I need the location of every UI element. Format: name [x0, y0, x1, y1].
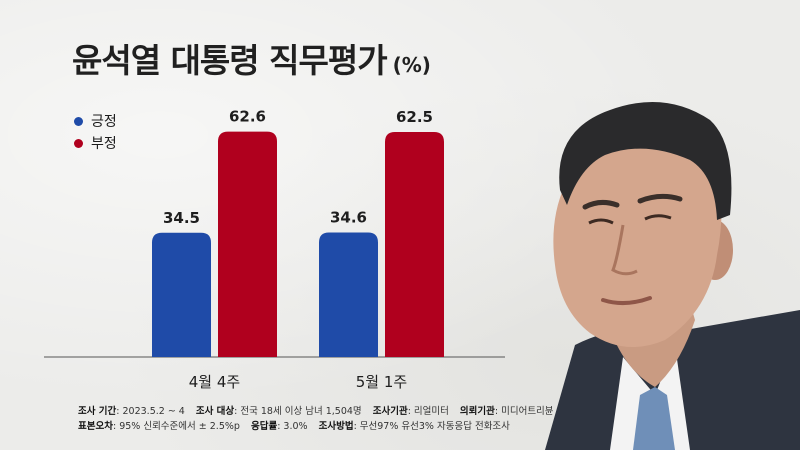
chart-title: 윤석열 대통령 직무평가 (%) — [72, 34, 431, 82]
bar-value-label: 34.6 — [330, 208, 367, 226]
legend: 긍정 부정 — [74, 110, 117, 154]
x-tick-label: 4월 4주 — [189, 373, 240, 391]
title-text: 윤석열 대통령 직무평가 — [72, 41, 388, 80]
bar-value-label: 62.5 — [396, 108, 433, 126]
legend-dot-negative — [74, 138, 83, 148]
footnote-value: : 3.0% — [277, 421, 308, 432]
footnote-key: 조사방법 — [318, 421, 354, 432]
footnote-value: : 95% 신뢰수준에서 ± 2.5%p — [112, 421, 240, 432]
bar-negative-1 — [385, 132, 444, 357]
president-portrait — [545, 102, 800, 450]
survey-footnote: 조사 기간: 2023.5.2 ~ 4 조사 대상: 전국 18세 이상 남녀 … — [78, 404, 562, 434]
bar-value-label: 62.6 — [229, 108, 266, 126]
title-unit: (%) — [392, 53, 431, 77]
footnote-key: 표본오차 — [78, 421, 113, 432]
footnote-value: : 무선97% 유선3% 자동응답 전화조사 — [353, 421, 510, 432]
bar-positive-0 — [152, 232, 211, 357]
legend-label-negative: 부정 — [91, 136, 117, 152]
footnote-key: 의뢰기관 — [459, 406, 495, 417]
footnote-line-1: 조사 기간: 2023.5.2 ~ 4 조사 대상: 전국 18세 이상 남녀 … — [78, 404, 562, 419]
footnote-value: : 2023.5.2 ~ 4 — [116, 406, 185, 417]
footnote-line-2: 표본오차: 95% 신뢰수준에서 ± 2.5%p 응답률: 3.0% 조사방법:… — [78, 419, 562, 434]
legend-item-negative: 부정 — [74, 132, 117, 154]
footnote-value: : 리얼미터 — [407, 406, 449, 417]
bar-value-label: 34.5 — [163, 209, 200, 227]
footnote-key: 응답률 — [250, 421, 278, 432]
bar-positive-1 — [319, 232, 378, 357]
legend-dot-positive — [74, 116, 83, 126]
footnote-value: : 미디어트리뷴 — [494, 406, 554, 417]
footnote-key: 조사 기간 — [78, 406, 117, 417]
footnote-key: 조사기관 — [372, 406, 408, 417]
footnote-key: 조사 대상 — [195, 406, 235, 417]
footnote-value: : 전국 18세 이상 남녀 1,504명 — [234, 406, 362, 417]
x-tick-label: 5월 1주 — [356, 373, 407, 391]
legend-label-positive: 긍정 — [91, 114, 117, 130]
legend-item-positive: 긍정 — [74, 110, 117, 132]
bar-negative-0 — [218, 131, 277, 357]
